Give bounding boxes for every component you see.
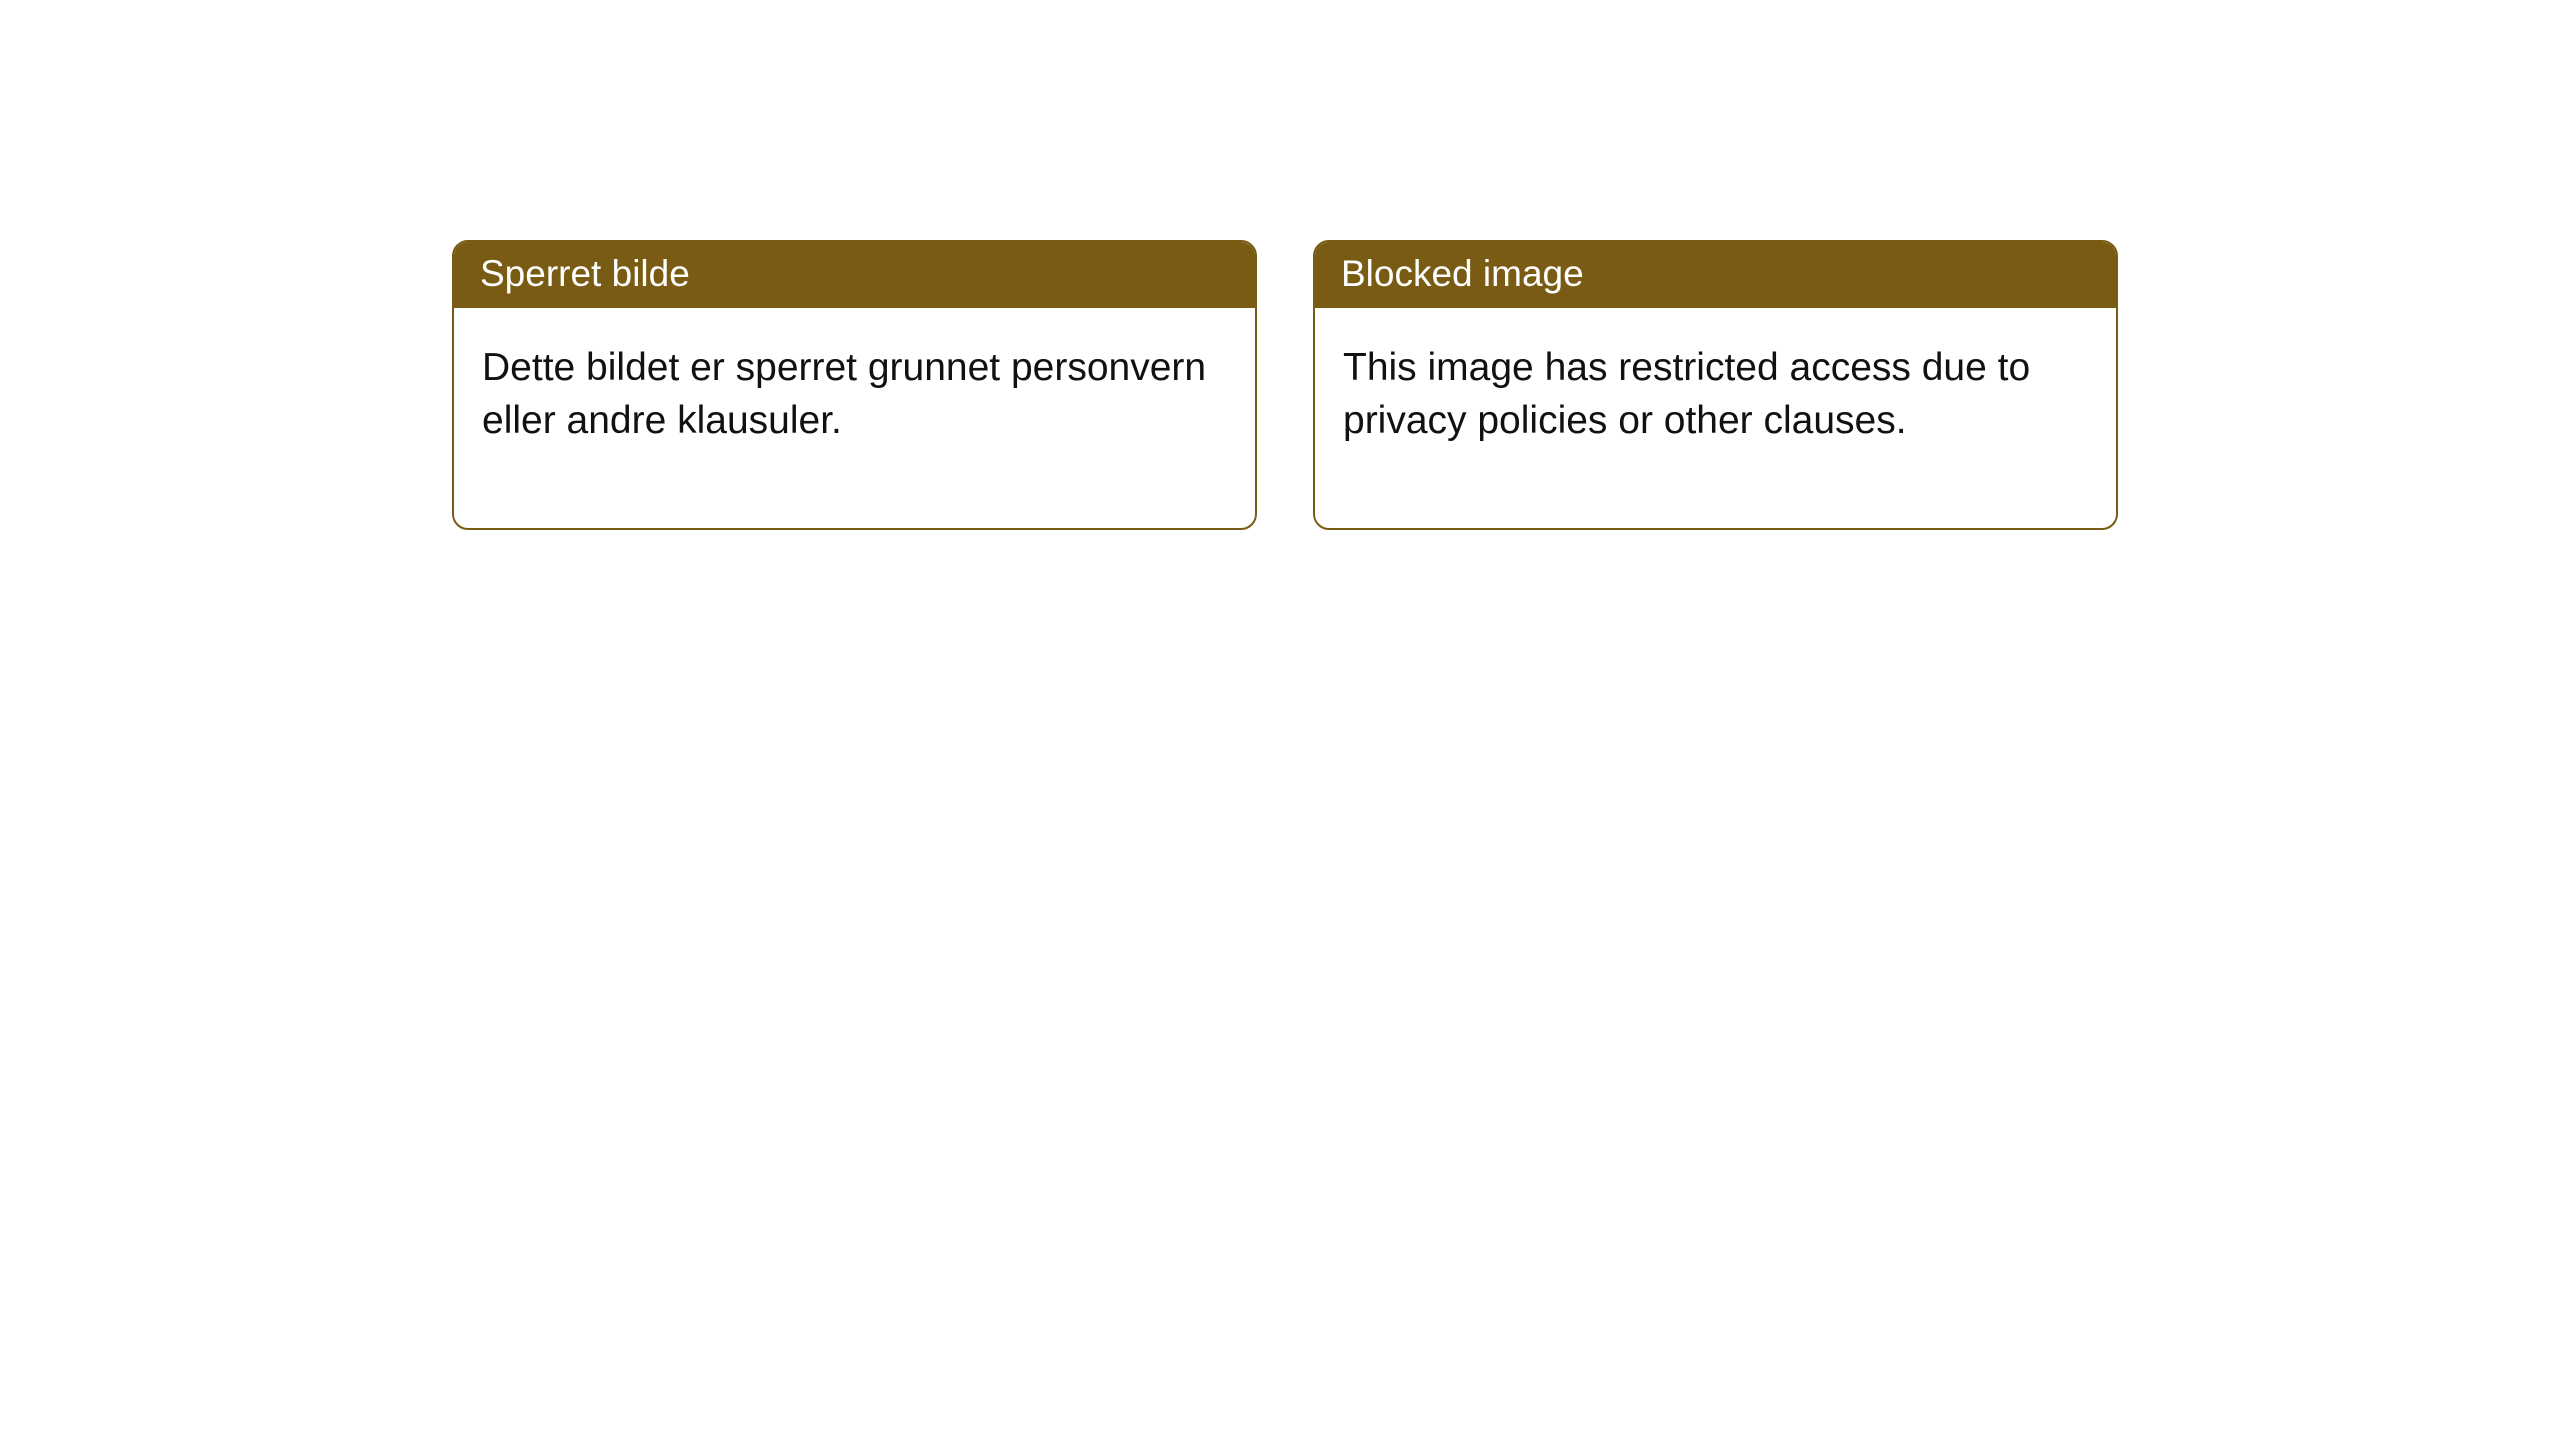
card-header: Blocked image xyxy=(1315,242,2116,308)
card-body: Dette bildet er sperret grunnet personve… xyxy=(454,308,1255,527)
blocked-image-card-en: Blocked image This image has restricted … xyxy=(1313,240,2118,530)
card-body: This image has restricted access due to … xyxy=(1315,308,2116,527)
card-message: Dette bildet er sperret grunnet personve… xyxy=(482,346,1206,442)
card-title: Blocked image xyxy=(1341,253,1584,294)
card-message: This image has restricted access due to … xyxy=(1343,346,2030,442)
card-title: Sperret bilde xyxy=(480,253,690,294)
blocked-image-card-no: Sperret bilde Dette bildet er sperret gr… xyxy=(452,240,1257,530)
card-header: Sperret bilde xyxy=(454,242,1255,308)
message-cards-row: Sperret bilde Dette bildet er sperret gr… xyxy=(0,0,2560,530)
